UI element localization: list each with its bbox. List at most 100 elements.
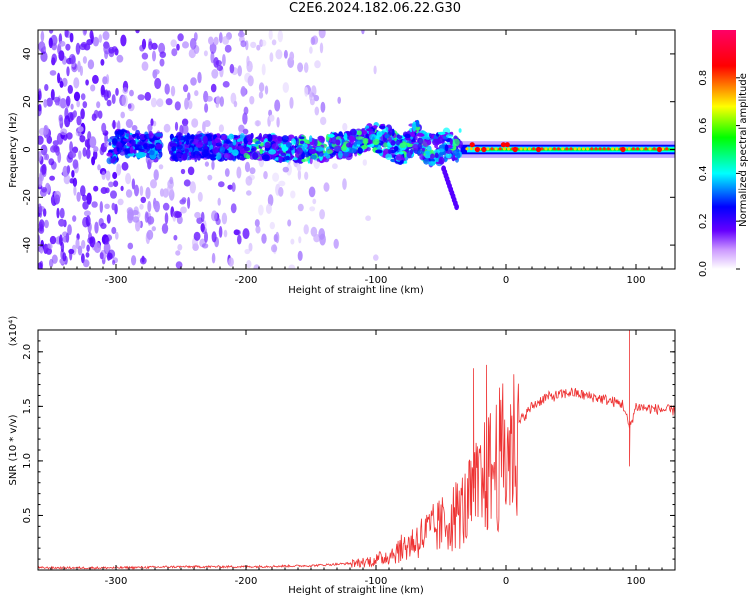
spectrogram-noise-blob	[59, 207, 65, 219]
spectrogram-noise-blob	[51, 57, 56, 66]
spectrogram-noise-blob	[82, 259, 90, 268]
spectrogram-noise-blob	[40, 30, 45, 42]
spectrogram-noise-blob	[66, 132, 73, 140]
colorbar-label: Normalized spectral amplitude	[738, 73, 749, 227]
signal-blob	[348, 135, 354, 142]
signal-blob	[110, 158, 116, 164]
signal-blob	[355, 136, 364, 140]
signal-blob	[423, 158, 430, 165]
signal-blob	[445, 152, 452, 159]
signal-blob	[406, 150, 412, 159]
signal-peak	[519, 147, 523, 151]
x-tick-label: 0	[503, 576, 509, 587]
y-tick-label: 1.0	[22, 453, 33, 469]
spectrogram-noise-blob	[96, 101, 101, 109]
spectrogram-noise-blob	[103, 89, 109, 101]
spectrogram-noise-blob	[110, 190, 117, 199]
spectrogram-noise-blob	[92, 36, 99, 47]
spectrogram-noise-blob	[258, 82, 265, 93]
spectrogram-noise-blob	[249, 167, 256, 175]
spectrogram-noise-blob	[80, 108, 85, 120]
spectrogram-noise-blob	[253, 264, 260, 269]
spectrogram-noise-blob	[154, 77, 162, 90]
spectrogram-noise-blob	[283, 49, 288, 59]
signal-blob	[123, 145, 127, 149]
signal-blob	[169, 133, 174, 140]
spectrogram-noise-blob	[218, 226, 223, 238]
spectrogram-noise-blob	[38, 105, 42, 117]
spectrogram-noise-blob	[152, 69, 160, 75]
signal-peak-strong	[535, 146, 542, 153]
signal-blob	[397, 135, 403, 140]
signal-blob	[444, 144, 449, 152]
spectrogram-noise-blob	[131, 125, 138, 131]
spectrogram-noise-blob	[361, 30, 365, 35]
spectrogram-noise-blob	[44, 219, 49, 229]
signal-blob	[122, 138, 131, 142]
spectrogram-noise-blob	[38, 138, 44, 144]
spectrogram-noise-blob	[98, 34, 103, 43]
spectrogram-noise-blob	[277, 30, 283, 43]
spectrogram-noise-blob	[271, 39, 277, 46]
spectrogram-noise-blob	[116, 54, 124, 63]
spectrogram-noise-blob	[67, 84, 74, 94]
signal-blob	[186, 132, 190, 139]
signal-peak	[552, 147, 557, 151]
spectrogram-noise-blob	[237, 234, 242, 245]
spectrogram-noise-blob	[297, 203, 304, 212]
signal-blob	[188, 135, 194, 143]
spectrogram-noise-blob	[64, 30, 69, 38]
signal-peak	[540, 147, 544, 151]
signal-blob	[412, 123, 416, 132]
signal-blob	[149, 150, 155, 156]
spectrogram-noise-blob	[101, 170, 106, 180]
signal-blob	[434, 144, 438, 148]
y-tick-label: 2.0	[22, 344, 33, 360]
spectrogram-noise-blob	[56, 207, 60, 219]
signal-blob	[197, 155, 201, 161]
spectrogram-noise-blob	[54, 194, 61, 205]
signal-peak	[586, 147, 590, 151]
spectrogram-noise-blob	[173, 234, 178, 241]
spectrogram-noise-blob	[89, 136, 97, 149]
spectrogram-noise-blob	[289, 51, 295, 61]
spectrogram-noise-blob	[127, 242, 134, 250]
spectrogram-noise-blob	[58, 218, 65, 227]
signal-blob	[184, 148, 189, 153]
signal-blob	[277, 136, 284, 142]
signal-peak	[490, 147, 494, 151]
signal-peak	[606, 147, 611, 151]
spectrogram-noise-blob	[53, 145, 60, 153]
signal-blob	[399, 159, 404, 164]
signal-peak-strong	[512, 146, 518, 153]
signal-blob	[417, 137, 424, 145]
spectrogram-noise-blob	[258, 91, 264, 99]
spectrogram-xlabel: Height of straight line (km)	[288, 285, 424, 296]
spectrogram-noise-blob	[181, 197, 187, 203]
signal-blob	[236, 139, 241, 142]
spectrogram-noise-blob	[106, 214, 111, 224]
signal-blob	[264, 138, 268, 143]
spectrogram-noise-blob	[187, 196, 191, 209]
signal-blob	[458, 128, 462, 133]
spectrogram-noise-blob	[79, 135, 86, 143]
signal-blob	[194, 154, 198, 163]
signal-blob	[452, 157, 458, 161]
signal-peak	[611, 147, 615, 151]
signal-blob	[404, 133, 411, 139]
signal-peak	[502, 147, 506, 151]
x-tick-label: -300	[105, 275, 128, 286]
signal-blob	[262, 136, 270, 140]
spectrogram-noise-blob	[59, 234, 63, 246]
signal-blob	[301, 143, 307, 151]
spectrogram-noise-blob	[230, 92, 237, 105]
signal-blob	[437, 131, 446, 135]
spectrogram-noise-blob	[265, 203, 272, 214]
signal-peak	[494, 147, 498, 151]
spectrogram-noise-blob	[319, 42, 324, 54]
signal-blob	[189, 147, 193, 153]
spectrogram-noise-blob	[309, 46, 313, 54]
signal-blob	[432, 138, 440, 146]
spectrogram-noise-blob	[82, 30, 87, 36]
signal-blob	[456, 152, 461, 159]
